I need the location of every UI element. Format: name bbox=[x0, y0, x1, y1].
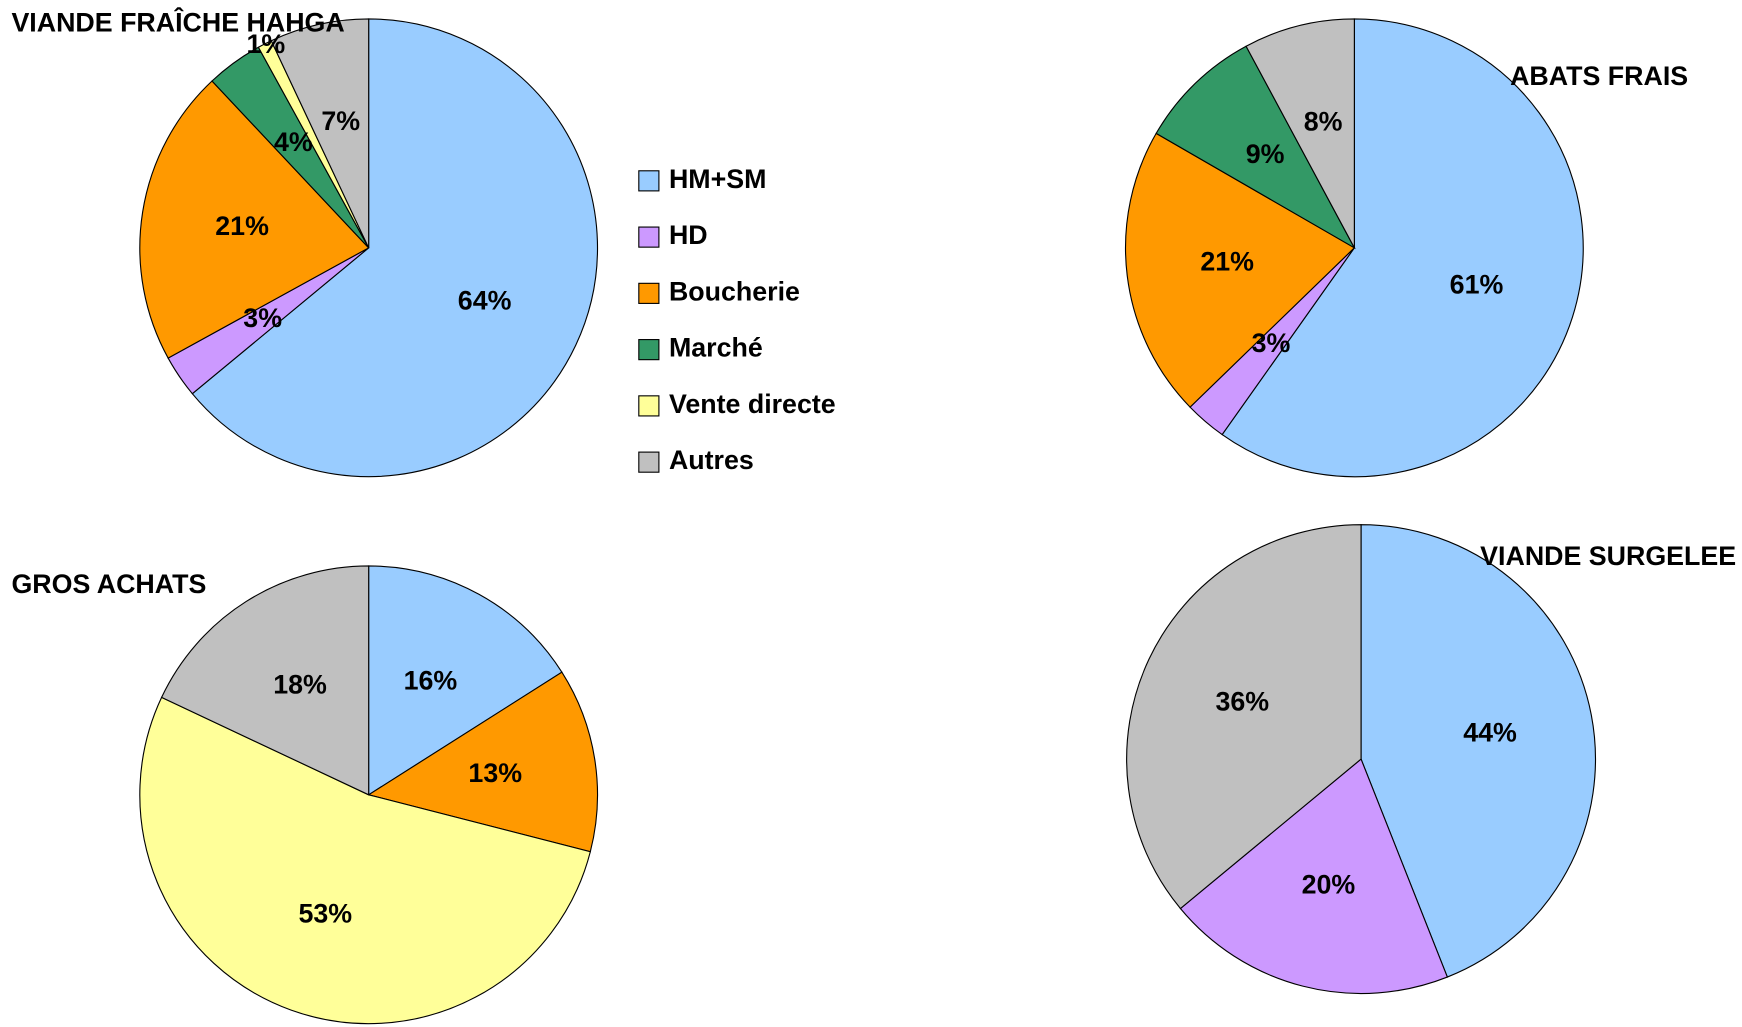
pie-slice bbox=[1124, 132, 1356, 408]
data-label: 7% bbox=[321, 106, 360, 136]
data-label: 64% bbox=[458, 285, 512, 315]
pie-slice bbox=[1179, 758, 1449, 995]
data-label: 8% bbox=[1304, 107, 1343, 137]
pie-slice bbox=[368, 565, 563, 796]
data-label: 53% bbox=[298, 898, 352, 928]
legend-label: Marché bbox=[669, 333, 763, 363]
data-label: 18% bbox=[273, 670, 327, 700]
legend-label: HM+SM bbox=[669, 164, 766, 194]
data-label: 16% bbox=[404, 666, 458, 696]
legend-swatch bbox=[638, 339, 660, 361]
legend-label: Boucherie bbox=[669, 276, 800, 306]
legend-label: Autres bbox=[669, 445, 754, 475]
chart-title: GROS ACHATS bbox=[11, 569, 206, 599]
pie-slice bbox=[367, 671, 599, 853]
pie-slice bbox=[139, 696, 591, 1025]
legend-swatch bbox=[638, 226, 660, 248]
data-label: 44% bbox=[1463, 718, 1517, 748]
data-label: 1% bbox=[246, 29, 285, 59]
legend-swatch bbox=[638, 395, 660, 417]
data-label: 21% bbox=[215, 211, 269, 241]
legend-swatch bbox=[638, 282, 660, 304]
data-label: 20% bbox=[1302, 869, 1356, 899]
data-label: 3% bbox=[243, 303, 282, 333]
data-label: 3% bbox=[1252, 328, 1291, 358]
chart-title: ABATS FRAIS bbox=[1510, 61, 1688, 91]
pie-slice bbox=[139, 80, 370, 359]
pie-slice bbox=[1221, 18, 1584, 478]
data-label: 13% bbox=[468, 758, 522, 788]
chart-title: VIANDE FRAÎCHE HAHGA bbox=[11, 7, 344, 38]
data-label: 4% bbox=[274, 127, 313, 157]
pie-slice bbox=[191, 18, 598, 478]
pie-slice bbox=[160, 565, 370, 796]
pie-slice bbox=[1155, 45, 1356, 250]
legend-label: Vente directe bbox=[669, 389, 836, 419]
data-label: 36% bbox=[1215, 686, 1269, 716]
pie-slice bbox=[270, 18, 370, 249]
data-label: 21% bbox=[1200, 247, 1254, 277]
pie-slice bbox=[1360, 524, 1597, 978]
pie-slice bbox=[1126, 524, 1362, 910]
legend-swatch bbox=[638, 451, 660, 473]
legend-label: HD bbox=[669, 220, 708, 250]
chart-title: VIANDE SURGELEE bbox=[1480, 541, 1736, 571]
data-label: 9% bbox=[1246, 139, 1285, 169]
pie-slice bbox=[1245, 18, 1355, 249]
data-label: 61% bbox=[1450, 270, 1504, 300]
legend-swatch bbox=[638, 170, 660, 192]
